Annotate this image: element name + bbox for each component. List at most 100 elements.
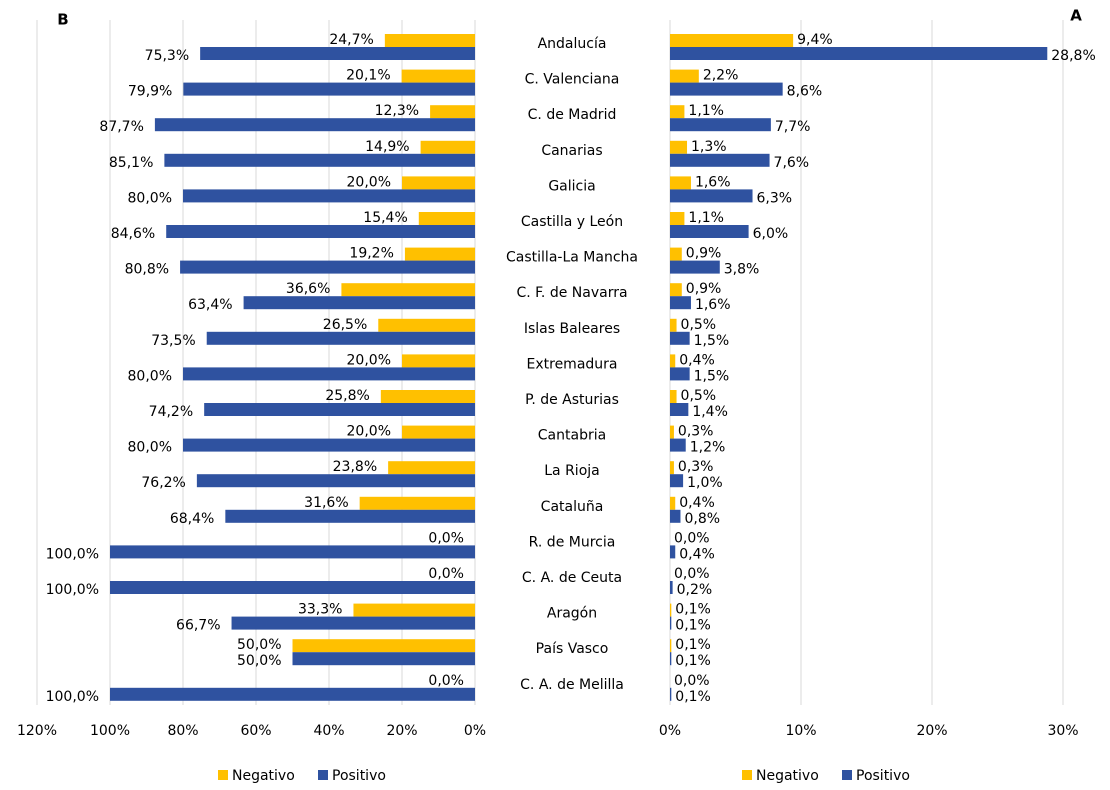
data-label: 0,0% — [428, 566, 464, 582]
bar — [183, 438, 475, 452]
data-label: 100,0% — [46, 546, 99, 562]
data-label: 1,6% — [695, 297, 731, 313]
bar — [670, 474, 684, 488]
data-label: 0,1% — [675, 653, 711, 669]
bar — [378, 318, 475, 332]
bar — [670, 118, 771, 132]
bar — [183, 189, 475, 203]
data-label: 80,0% — [128, 440, 172, 456]
bar — [670, 425, 674, 439]
data-label: 87,7% — [99, 119, 143, 135]
category-label: Islas Baleares — [524, 321, 620, 337]
bar — [670, 639, 672, 653]
category-label: Aragón — [547, 606, 597, 622]
data-label: 20,1% — [346, 68, 390, 84]
data-label: 100,0% — [46, 582, 99, 598]
x-tick-label: 80% — [167, 723, 198, 739]
bar — [164, 153, 475, 167]
bar — [206, 331, 475, 345]
data-label: 0,1% — [675, 689, 711, 705]
data-label: 7,6% — [774, 155, 810, 171]
bar — [670, 212, 685, 225]
category-label: C. A. de Ceuta — [522, 570, 622, 586]
bar — [384, 34, 475, 47]
bar — [353, 603, 475, 617]
bar — [670, 225, 749, 238]
data-label: 0,3% — [678, 424, 714, 440]
bar — [380, 390, 475, 403]
data-label: 75,3% — [145, 48, 189, 64]
category-label: Extremadura — [527, 356, 618, 372]
data-label: 1,1% — [688, 210, 724, 226]
data-label: 1,5% — [694, 368, 730, 384]
data-label: 0,9% — [686, 281, 722, 297]
data-label: 66,7% — [176, 618, 220, 634]
data-label: 76,2% — [141, 475, 185, 491]
legend-label: Negativo — [232, 768, 295, 784]
data-label: 3,8% — [724, 262, 760, 278]
x-tick-label: 0% — [659, 723, 681, 739]
data-label: 80,0% — [128, 368, 172, 384]
x-tick-label: 0% — [464, 723, 486, 739]
data-label: 25,8% — [325, 388, 369, 404]
data-label: 79,9% — [128, 84, 172, 100]
data-label: 12,3% — [375, 103, 419, 119]
bar — [292, 639, 475, 653]
chart-title: A — [1070, 7, 1082, 25]
bar — [183, 82, 476, 96]
bar — [110, 687, 475, 701]
bar — [670, 403, 689, 416]
data-label: 0,8% — [684, 511, 720, 527]
bar — [670, 283, 682, 297]
data-label: 0,0% — [428, 530, 464, 546]
bar — [670, 189, 753, 203]
bar — [670, 652, 672, 666]
bar — [670, 318, 677, 332]
data-label: 15,4% — [363, 210, 407, 226]
x-tick-label: 100% — [90, 723, 130, 739]
category-label: C. F. de Navarra — [516, 285, 627, 301]
bar — [204, 403, 476, 416]
data-label: 85,1% — [109, 155, 153, 171]
x-tick-label: 60% — [240, 723, 271, 739]
bar — [670, 438, 686, 452]
category-label: P. de Asturias — [525, 392, 619, 408]
data-label: 20,0% — [347, 352, 391, 368]
bar — [670, 509, 681, 523]
data-label: 1,1% — [688, 103, 724, 119]
category-label: C. Valenciana — [525, 72, 620, 88]
bar — [670, 105, 685, 119]
data-label: 73,5% — [151, 333, 195, 349]
bar — [180, 260, 475, 274]
data-label: 80,8% — [125, 262, 169, 278]
legend-label: Positivo — [856, 768, 910, 784]
bar — [670, 545, 676, 559]
data-label: 0,5% — [681, 388, 717, 404]
bar — [670, 34, 794, 47]
bar — [402, 354, 475, 368]
data-label: 19,2% — [349, 246, 393, 262]
bar — [670, 354, 676, 368]
x-tick-label: 30% — [1047, 723, 1078, 739]
bar — [110, 545, 475, 559]
data-label: 84,6% — [111, 226, 155, 242]
category-label: C. de Madrid — [528, 107, 617, 123]
data-label: 100,0% — [46, 689, 99, 705]
bar — [404, 247, 475, 261]
category-label: Galicia — [548, 178, 595, 194]
bar — [359, 496, 475, 510]
bar — [402, 425, 475, 439]
data-label: 6,0% — [753, 226, 789, 242]
data-label: 2,2% — [703, 68, 739, 84]
bar — [670, 296, 691, 310]
data-label: 0,0% — [428, 673, 464, 689]
bar — [166, 225, 475, 238]
legend-label: Positivo — [332, 768, 386, 784]
bar — [196, 474, 475, 488]
bar — [670, 603, 672, 617]
bar — [670, 82, 783, 96]
bar — [231, 616, 475, 630]
category-label: Andalucía — [538, 36, 607, 52]
data-label: 24,7% — [329, 32, 373, 48]
